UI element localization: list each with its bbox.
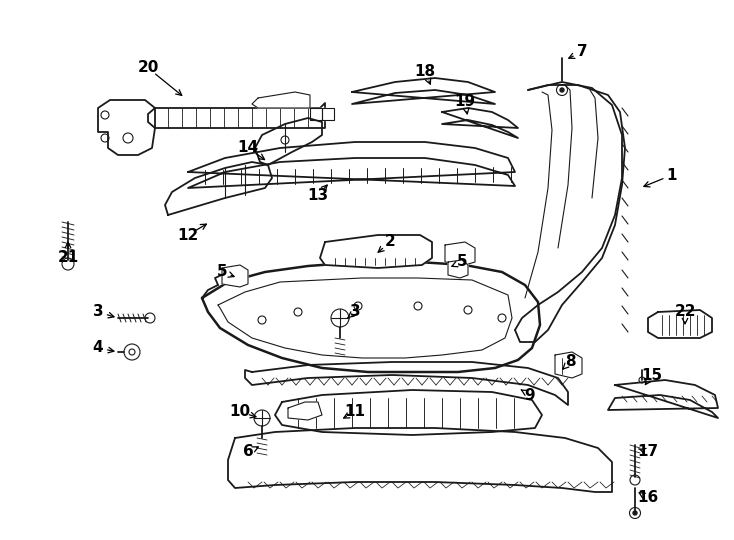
Text: 22: 22 (675, 305, 696, 320)
Polygon shape (288, 402, 322, 420)
Text: 3: 3 (92, 305, 103, 320)
Polygon shape (148, 103, 325, 128)
Text: 14: 14 (237, 140, 258, 156)
Polygon shape (442, 108, 518, 138)
Polygon shape (98, 100, 155, 155)
Polygon shape (322, 108, 334, 120)
Polygon shape (320, 235, 432, 268)
Polygon shape (515, 82, 622, 330)
Polygon shape (275, 390, 542, 435)
Text: 4: 4 (92, 341, 103, 355)
Polygon shape (228, 428, 612, 492)
Text: 15: 15 (642, 368, 663, 382)
Text: 10: 10 (230, 404, 250, 420)
Text: 5: 5 (217, 265, 228, 280)
Polygon shape (445, 242, 475, 265)
Text: 5: 5 (457, 254, 468, 269)
Text: 3: 3 (349, 305, 360, 320)
Polygon shape (188, 142, 515, 188)
Polygon shape (648, 310, 712, 338)
Text: 12: 12 (178, 227, 199, 242)
Text: 13: 13 (308, 187, 329, 202)
Polygon shape (352, 78, 495, 104)
Text: 19: 19 (454, 94, 476, 110)
Text: 21: 21 (57, 251, 79, 266)
Polygon shape (515, 85, 625, 342)
Polygon shape (202, 262, 540, 372)
Text: 18: 18 (415, 64, 435, 79)
Text: 2: 2 (385, 234, 396, 249)
Polygon shape (608, 380, 718, 418)
Circle shape (633, 511, 637, 515)
Text: 1: 1 (666, 167, 677, 183)
Text: 9: 9 (525, 388, 535, 402)
Text: 11: 11 (344, 404, 366, 420)
Polygon shape (255, 118, 322, 165)
Circle shape (560, 88, 564, 92)
Polygon shape (555, 352, 582, 378)
Text: 20: 20 (137, 60, 159, 76)
Polygon shape (245, 362, 568, 405)
Text: 6: 6 (243, 444, 253, 460)
Polygon shape (165, 162, 272, 215)
Text: 16: 16 (637, 490, 658, 505)
Polygon shape (448, 260, 468, 278)
Text: 17: 17 (637, 444, 658, 460)
Polygon shape (222, 265, 248, 287)
Polygon shape (310, 108, 322, 120)
Text: 8: 8 (564, 354, 575, 369)
Text: 7: 7 (577, 44, 587, 59)
Polygon shape (252, 92, 310, 108)
